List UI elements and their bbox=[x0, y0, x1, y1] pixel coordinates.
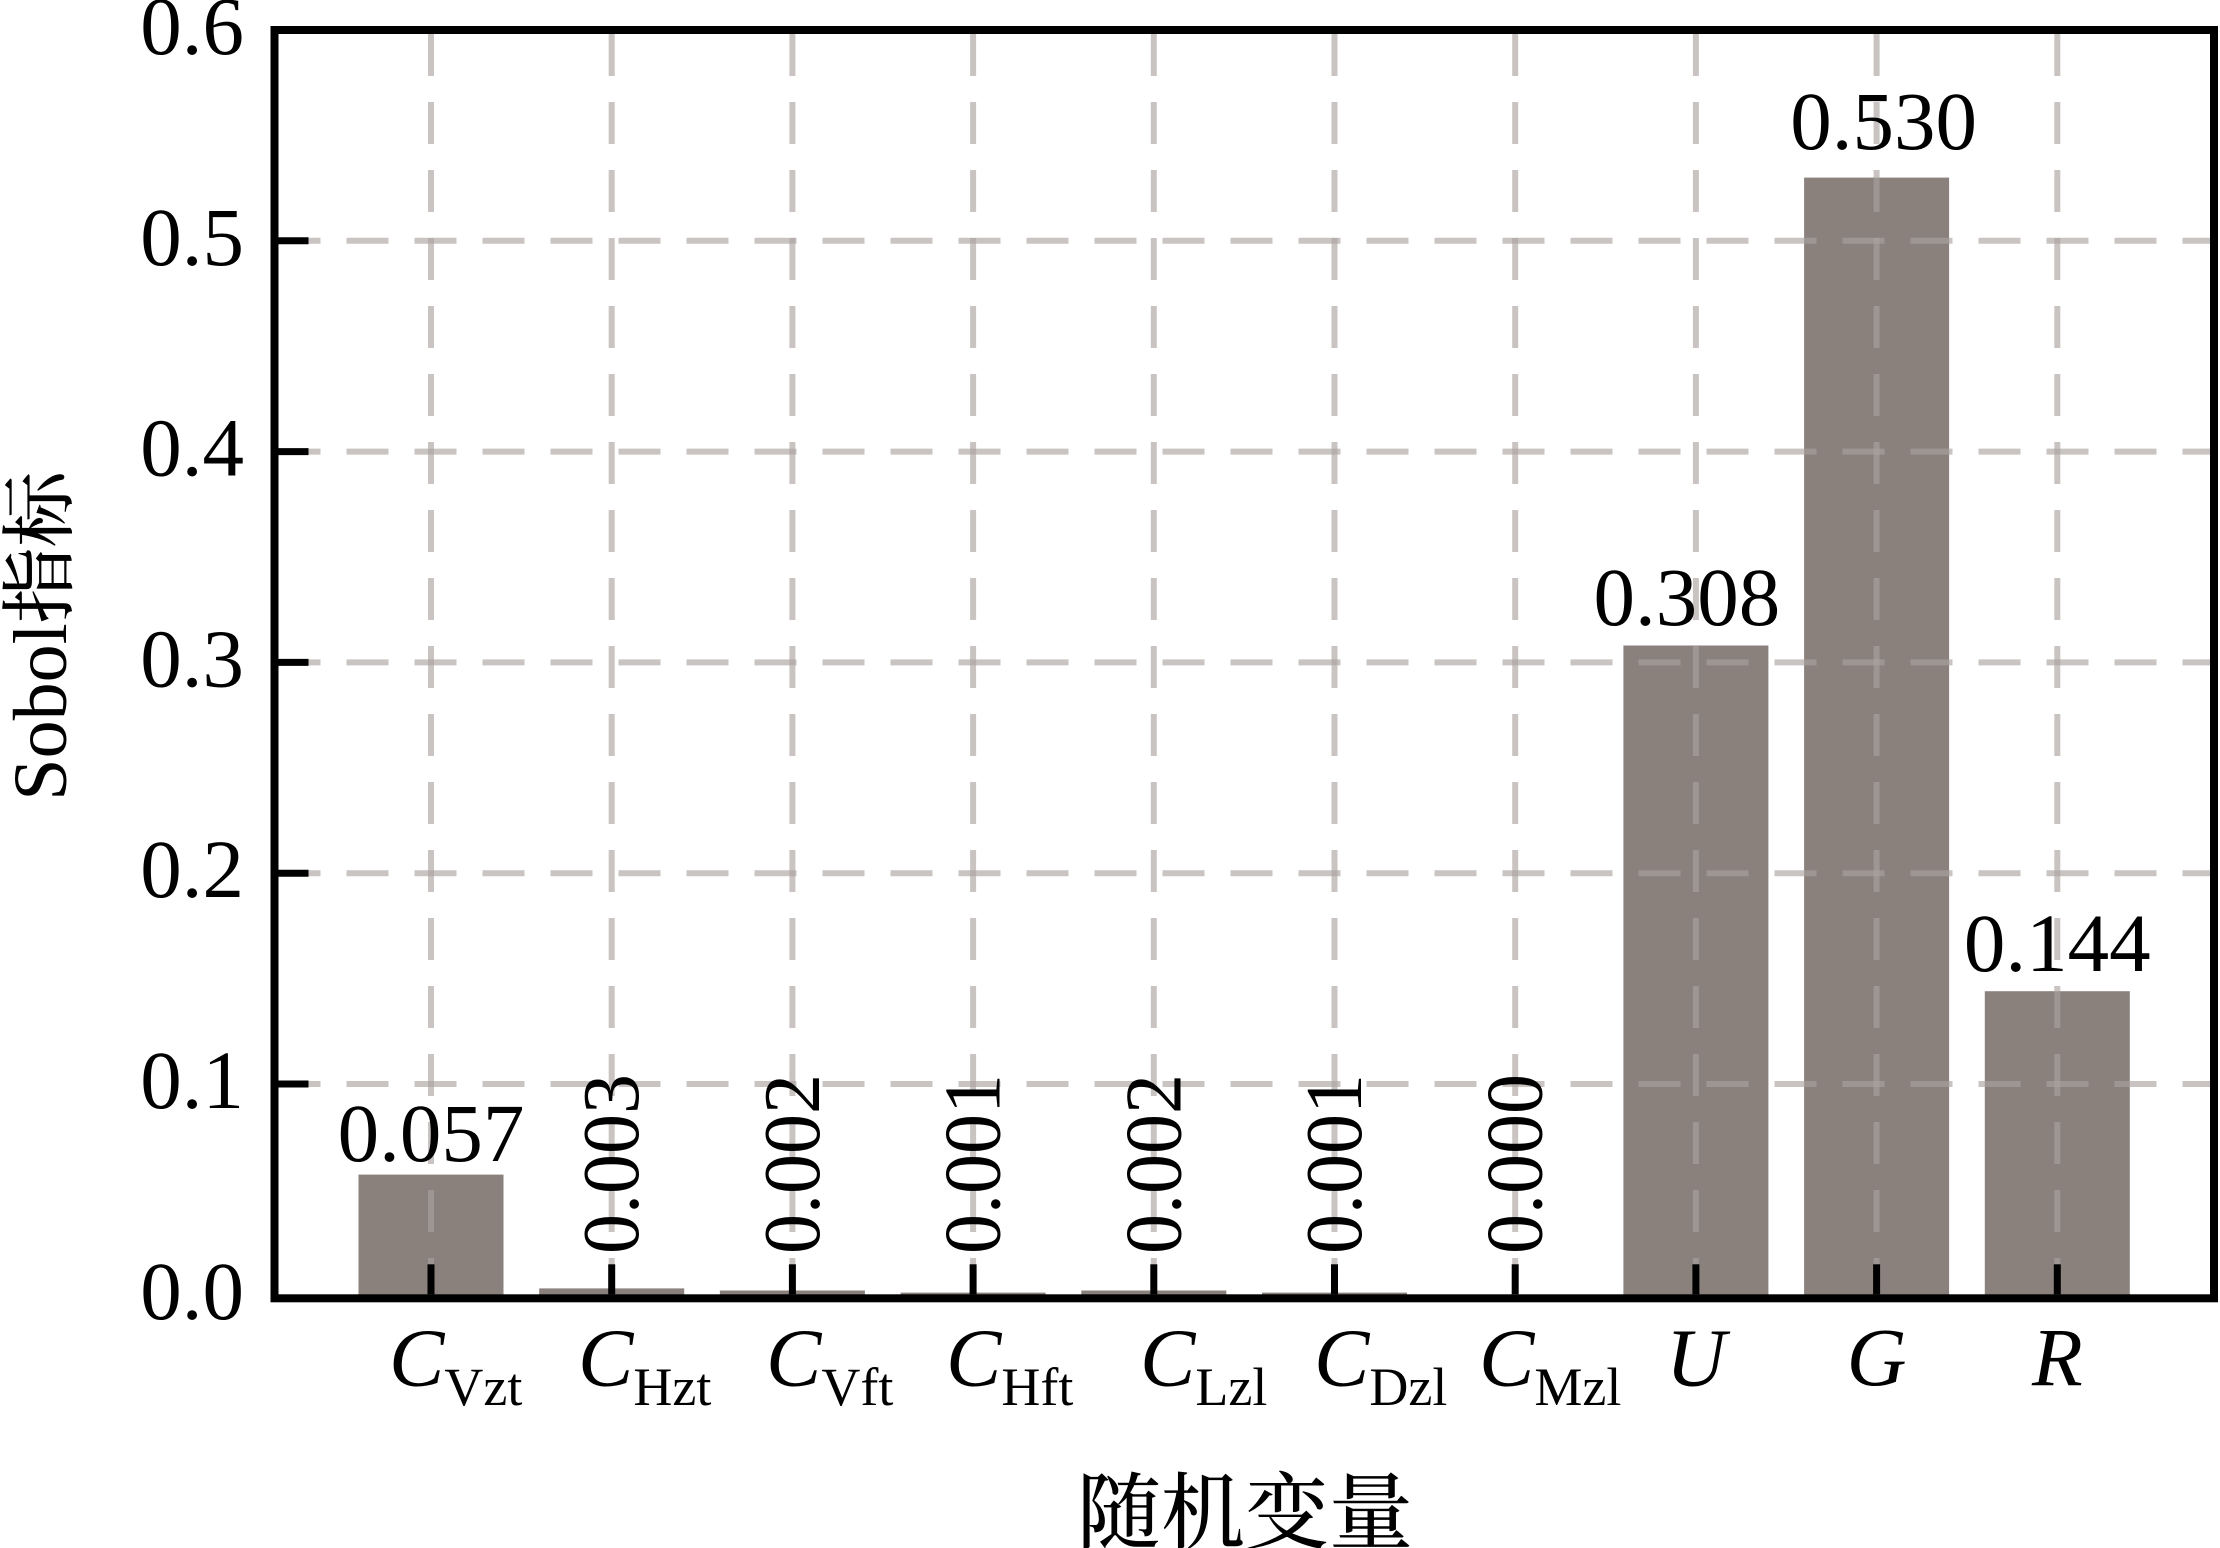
svg-text:0.001: 0.001 bbox=[1291, 1074, 1379, 1254]
svg-text:0.000: 0.000 bbox=[1472, 1074, 1560, 1254]
svg-text:0.4: 0.4 bbox=[140, 402, 244, 494]
svg-text:U: U bbox=[1666, 1312, 1731, 1404]
svg-text:0.2: 0.2 bbox=[140, 823, 244, 915]
svg-text:0.1: 0.1 bbox=[140, 1034, 244, 1126]
svg-text:0.002: 0.002 bbox=[1110, 1074, 1198, 1254]
svg-text:0.003: 0.003 bbox=[568, 1074, 656, 1254]
svg-text:0.308: 0.308 bbox=[1594, 551, 1781, 643]
svg-text:0.057: 0.057 bbox=[338, 1087, 525, 1179]
svg-text:Sobol: Sobol bbox=[0, 623, 83, 800]
svg-text:0.0: 0.0 bbox=[140, 1245, 244, 1337]
svg-text:0.530: 0.530 bbox=[1790, 75, 1977, 167]
svg-text:0.5: 0.5 bbox=[140, 191, 244, 283]
svg-text:0.002: 0.002 bbox=[749, 1074, 837, 1254]
svg-text:0.144: 0.144 bbox=[1964, 897, 2151, 989]
svg-text:G: G bbox=[1847, 1312, 1907, 1404]
svg-text:0.001: 0.001 bbox=[930, 1074, 1018, 1254]
svg-text:R: R bbox=[2031, 1312, 2083, 1404]
svg-text:0.6: 0.6 bbox=[140, 0, 244, 72]
svg-text:0.3: 0.3 bbox=[140, 612, 244, 704]
